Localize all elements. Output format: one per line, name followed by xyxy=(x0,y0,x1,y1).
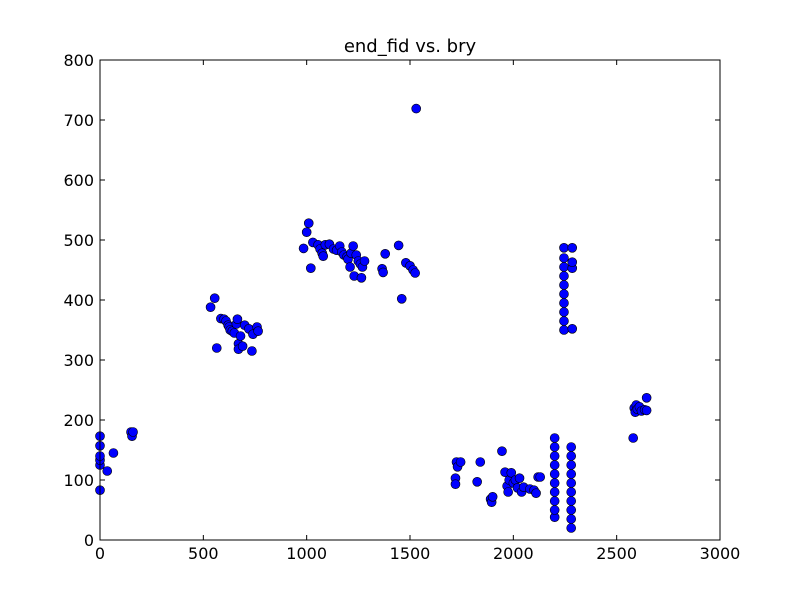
data-point xyxy=(566,514,577,524)
axis-tick-labels: 0 500 1000 1500 2000 2500 3000 0 100 200 300 400 500… xyxy=(63,51,740,563)
data-point xyxy=(566,469,577,479)
data-point xyxy=(380,249,391,259)
data-point xyxy=(549,442,560,452)
data-point xyxy=(475,457,486,467)
data-point xyxy=(566,496,577,506)
data-point xyxy=(472,476,482,487)
x-tick-label: 2500 xyxy=(596,544,637,563)
x-tick-label: 1000 xyxy=(286,544,327,563)
y-tick-label: 0 xyxy=(84,531,94,550)
data-point xyxy=(298,243,309,254)
data-point xyxy=(566,523,577,533)
data-point xyxy=(559,325,569,335)
data-point xyxy=(450,479,461,490)
data-point xyxy=(559,262,569,272)
plot-area-frame xyxy=(99,59,721,541)
data-point xyxy=(549,433,560,443)
data-point xyxy=(108,448,119,458)
data-point xyxy=(410,268,420,278)
data-point xyxy=(237,341,248,352)
y-tick-label: 800 xyxy=(63,51,94,70)
x-tick-label: 1500 xyxy=(390,544,431,563)
data-point xyxy=(559,253,569,263)
data-point xyxy=(303,218,314,228)
data-point xyxy=(549,505,560,515)
data-point xyxy=(497,446,507,457)
chart-title: end_fid vs. bry xyxy=(344,36,477,57)
data-point xyxy=(559,271,569,281)
data-point xyxy=(514,473,525,484)
data-point xyxy=(566,505,577,515)
data-point xyxy=(102,466,113,476)
data-point xyxy=(487,491,498,502)
data-point xyxy=(232,314,243,325)
data-point xyxy=(641,405,652,416)
data-point xyxy=(253,326,263,337)
data-point xyxy=(393,240,404,251)
data-point xyxy=(247,346,257,356)
data-point xyxy=(301,227,312,237)
data-point xyxy=(567,243,578,253)
x-tick-label: 500 xyxy=(188,544,219,563)
x-tick-label: 2000 xyxy=(493,544,534,563)
data-point xyxy=(559,280,569,290)
y-tick-label: 700 xyxy=(63,111,94,130)
data-point xyxy=(559,298,569,308)
data-point xyxy=(359,256,370,266)
data-point xyxy=(549,469,560,479)
y-tick-label: 500 xyxy=(63,231,94,250)
data-point xyxy=(348,241,358,251)
data-point xyxy=(535,472,546,482)
data-point xyxy=(209,293,220,304)
data-point xyxy=(305,263,316,274)
x-tick-label: 3000 xyxy=(700,544,741,563)
data-point xyxy=(345,262,355,272)
data-point xyxy=(503,487,513,497)
data-point xyxy=(559,307,569,317)
data-point xyxy=(235,331,246,341)
data-point xyxy=(566,487,577,497)
data-point xyxy=(566,442,577,452)
y-tick-label: 200 xyxy=(63,411,94,430)
data-point xyxy=(549,460,560,470)
data-point xyxy=(566,451,577,461)
data-point xyxy=(549,478,560,488)
data-point xyxy=(356,272,367,283)
data-point xyxy=(396,293,407,304)
data-point xyxy=(531,488,541,499)
data-point xyxy=(559,316,569,326)
data-point xyxy=(567,257,578,268)
data-point xyxy=(628,433,639,443)
data-point xyxy=(549,487,560,497)
data-point xyxy=(566,478,577,488)
x-tick-label: 0 xyxy=(95,544,105,563)
data-point xyxy=(211,343,222,353)
scatter-points xyxy=(95,103,652,533)
data-point xyxy=(559,289,569,299)
y-tick-label: 400 xyxy=(63,291,94,310)
data-point xyxy=(566,460,577,470)
data-point xyxy=(549,496,560,506)
y-tick-label: 600 xyxy=(63,171,94,190)
data-point xyxy=(567,323,578,334)
y-tick-label: 100 xyxy=(63,471,94,490)
data-point xyxy=(128,427,138,437)
data-point xyxy=(506,467,517,478)
data-point xyxy=(318,251,329,262)
data-point xyxy=(455,457,466,467)
y-tick-label: 300 xyxy=(63,351,94,370)
data-point xyxy=(205,302,216,313)
data-point xyxy=(411,103,422,114)
data-point xyxy=(378,267,388,278)
data-point xyxy=(641,392,652,403)
data-point xyxy=(559,243,569,253)
data-point xyxy=(549,451,560,461)
